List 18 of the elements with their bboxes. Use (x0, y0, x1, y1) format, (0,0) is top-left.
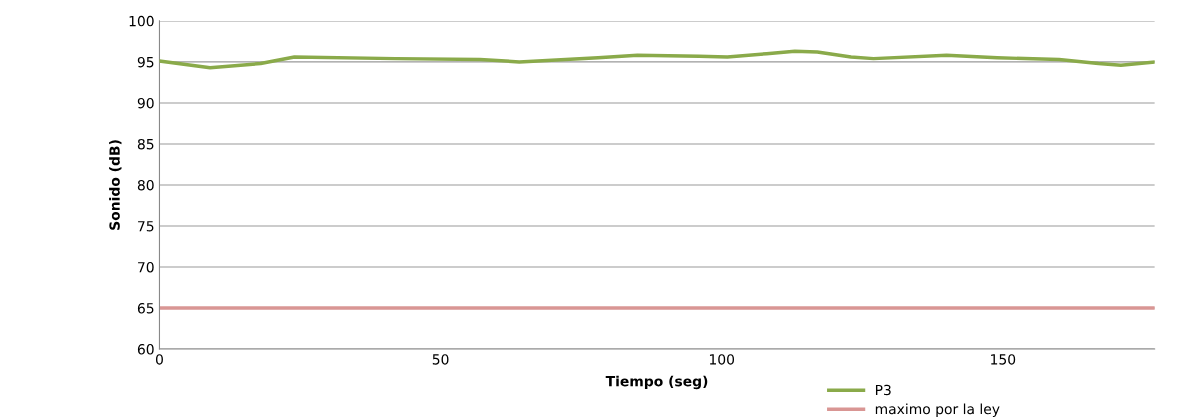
x-tick-label: 150 (991, 354, 1016, 365)
legend-label: P3 (875, 384, 891, 396)
y-tick-label: 75 (138, 221, 154, 232)
x-axis-title: Tiempo (seg) (605, 375, 708, 390)
y-tick-label: 70 (138, 261, 154, 273)
legend-label: maximo por la ley (875, 403, 1000, 417)
x-tick-label: 0 (155, 354, 163, 365)
y-tick-label: 85 (137, 138, 154, 150)
y-tick-label: 90 (137, 97, 154, 109)
y-tick-label: 60 (137, 344, 154, 355)
y-tick-label: 65 (137, 302, 154, 314)
line-series (159, 49, 1155, 70)
y-tick-label: 100 (129, 15, 154, 27)
x-tick-label: 100 (709, 354, 735, 365)
y-tick-label: 80 (137, 179, 154, 191)
x-tick-label: 50 (432, 354, 449, 365)
y-tick-label: 95 (137, 56, 154, 68)
y-axis-title: Sonido (dB) (109, 140, 122, 230)
